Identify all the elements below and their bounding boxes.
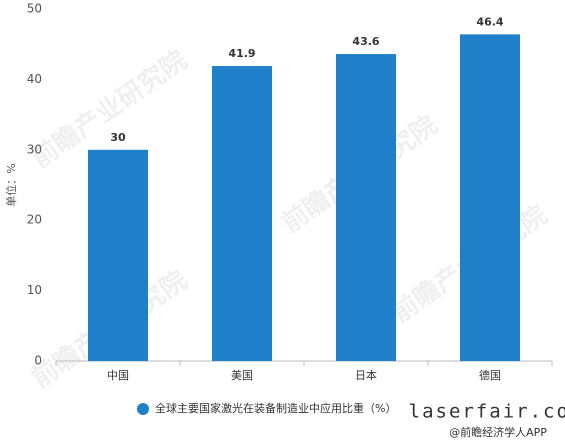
x-tick-label: 美国 xyxy=(231,369,253,382)
source-site: laserfair.com xyxy=(409,401,565,423)
data-label: 43.6 xyxy=(352,35,379,48)
legend-marker xyxy=(137,403,149,415)
y-tick-label: 10 xyxy=(27,283,42,297)
data-label: 41.9 xyxy=(228,47,255,60)
legend-label: 全球主要国家激光在装备制造业中应用比重（%） xyxy=(155,401,396,415)
x-tick-label: 日本 xyxy=(355,368,377,382)
y-tick-label: 50 xyxy=(27,2,42,16)
bar xyxy=(88,149,148,361)
y-tick-label: 40 xyxy=(27,72,42,86)
source-app: @前瞻经济学人APP xyxy=(449,425,547,439)
y-tick-label: 20 xyxy=(27,213,42,227)
data-label: 30 xyxy=(110,131,126,144)
y-tick-label: 30 xyxy=(27,142,42,156)
bar xyxy=(460,34,520,362)
bar xyxy=(212,66,272,362)
data-label: 46.4 xyxy=(476,15,503,28)
y-tick-label: 0 xyxy=(34,354,42,368)
y-axis-label: 单位：% xyxy=(4,163,18,206)
x-tick-label: 德国 xyxy=(479,368,501,382)
bar xyxy=(336,54,396,361)
x-tick-label: 中国 xyxy=(107,369,129,382)
